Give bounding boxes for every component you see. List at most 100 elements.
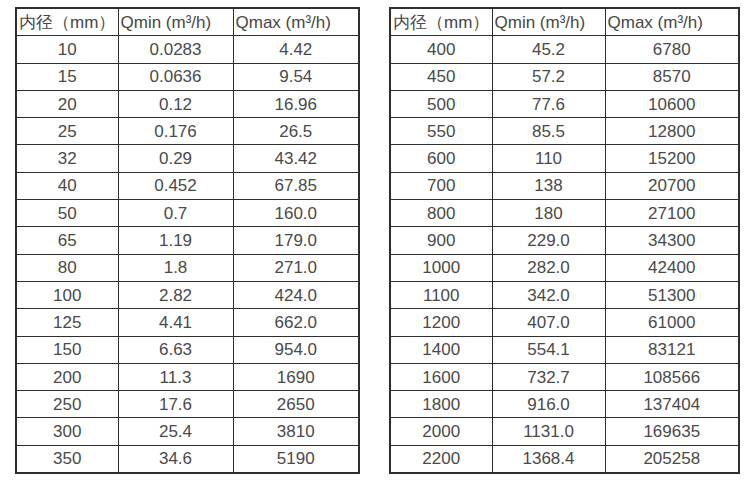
diameter-cell: 100 bbox=[16, 281, 118, 308]
diameter-cell: 150 bbox=[16, 336, 118, 363]
table-row: 30025.43810 bbox=[16, 418, 359, 445]
qmax-cell: 61000 bbox=[605, 309, 739, 336]
qmax-cell: 3810 bbox=[233, 418, 359, 445]
qmax-cell: 954.0 bbox=[233, 336, 359, 363]
qmax-cell: 10600 bbox=[605, 90, 739, 117]
qmin-cell: 0.176 bbox=[118, 118, 233, 145]
diameter-cell: 20 bbox=[16, 90, 118, 117]
page-background: { "colors": { "background": "#ffffff", "… bbox=[0, 0, 750, 483]
qmin-cell: 916.0 bbox=[492, 391, 605, 418]
diameter-cell: 600 bbox=[390, 145, 492, 172]
table-body: 40045.2678045057.2857050077.61060055085.… bbox=[390, 36, 739, 473]
flow-rate-table-small-diameters: 内径（mm）Qmin (m³/h)Qmax (m³/h)100.02834.42… bbox=[15, 7, 360, 474]
qmin-cell: 57.2 bbox=[492, 63, 605, 90]
table-row: 1002.82424.0 bbox=[16, 281, 359, 308]
qmin-cell: 1.19 bbox=[118, 227, 233, 254]
qmax-cell: 160.0 bbox=[233, 200, 359, 227]
qmin-cell: 229.0 bbox=[492, 227, 605, 254]
qmin-cell: 17.6 bbox=[118, 391, 233, 418]
diameter-cell: 350 bbox=[16, 445, 118, 473]
diameter-cell: 1400 bbox=[390, 336, 492, 363]
table-row: 1600732.7108566 bbox=[390, 363, 739, 390]
qmax-cell: 179.0 bbox=[233, 227, 359, 254]
column-header-qmin: Qmin (m³/h) bbox=[492, 8, 605, 36]
qmax-cell: 15200 bbox=[605, 145, 739, 172]
qmax-cell: 12800 bbox=[605, 118, 739, 145]
qmin-cell: 0.29 bbox=[118, 145, 233, 172]
table-row: 45057.28570 bbox=[390, 63, 739, 90]
qmax-cell: 5190 bbox=[233, 445, 359, 473]
table-row: 801.8271.0 bbox=[16, 254, 359, 281]
qmin-cell: 1368.4 bbox=[492, 445, 605, 473]
table-header: 内径（mm）Qmin (m³/h)Qmax (m³/h) bbox=[390, 8, 739, 36]
qmin-cell: 110 bbox=[492, 145, 605, 172]
qmax-cell: 42400 bbox=[605, 254, 739, 281]
column-header-diameter: 内径（mm） bbox=[390, 8, 492, 36]
diameter-cell: 200 bbox=[16, 363, 118, 390]
diameter-cell: 32 bbox=[16, 145, 118, 172]
diameter-cell: 25 bbox=[16, 118, 118, 145]
table-row: 100.02834.42 bbox=[16, 36, 359, 63]
table-row: 35034.65190 bbox=[16, 445, 359, 473]
qmin-cell: 11.3 bbox=[118, 363, 233, 390]
qmin-cell: 0.7 bbox=[118, 200, 233, 227]
table-row: 1100342.051300 bbox=[390, 281, 739, 308]
table-header: 内径（mm）Qmin (m³/h)Qmax (m³/h) bbox=[16, 8, 359, 36]
table-row: 651.19179.0 bbox=[16, 227, 359, 254]
qmax-cell: 205258 bbox=[605, 445, 739, 473]
diameter-cell: 50 bbox=[16, 200, 118, 227]
qmin-cell: 342.0 bbox=[492, 281, 605, 308]
table-row: 900229.034300 bbox=[390, 227, 739, 254]
qmax-cell: 6780 bbox=[605, 36, 739, 63]
qmax-cell: 169635 bbox=[605, 418, 739, 445]
diameter-cell: 10 bbox=[16, 36, 118, 63]
qmin-cell: 0.0283 bbox=[118, 36, 233, 63]
qmax-cell: 271.0 bbox=[233, 254, 359, 281]
table-row: 20011.31690 bbox=[16, 363, 359, 390]
table-row: 80018027100 bbox=[390, 200, 739, 227]
diameter-cell: 550 bbox=[390, 118, 492, 145]
diameter-cell: 450 bbox=[390, 63, 492, 90]
diameter-cell: 1100 bbox=[390, 281, 492, 308]
qmin-cell: 6.63 bbox=[118, 336, 233, 363]
table-row: 55085.512800 bbox=[390, 118, 739, 145]
qmin-cell: 25.4 bbox=[118, 418, 233, 445]
diameter-cell: 65 bbox=[16, 227, 118, 254]
qmax-cell: 424.0 bbox=[233, 281, 359, 308]
diameter-cell: 300 bbox=[16, 418, 118, 445]
qmin-cell: 0.12 bbox=[118, 90, 233, 117]
table-row: 1400554.183121 bbox=[390, 336, 739, 363]
qmin-cell: 138 bbox=[492, 172, 605, 199]
table-row: 1800916.0137404 bbox=[390, 391, 739, 418]
diameter-cell: 40 bbox=[16, 172, 118, 199]
header-row: 内径（mm）Qmin (m³/h)Qmax (m³/h) bbox=[390, 8, 739, 36]
table-row: 500.7160.0 bbox=[16, 200, 359, 227]
qmin-cell: 554.1 bbox=[492, 336, 605, 363]
table-row: 1200407.061000 bbox=[390, 309, 739, 336]
qmin-cell: 407.0 bbox=[492, 309, 605, 336]
qmax-cell: 137404 bbox=[605, 391, 739, 418]
qmax-cell: 20700 bbox=[605, 172, 739, 199]
column-header-qmin: Qmin (m³/h) bbox=[118, 8, 233, 36]
table-row: 40045.26780 bbox=[390, 36, 739, 63]
table-row: 400.45267.85 bbox=[16, 172, 359, 199]
diameter-cell: 400 bbox=[390, 36, 492, 63]
qmax-cell: 8570 bbox=[605, 63, 739, 90]
diameter-cell: 1600 bbox=[390, 363, 492, 390]
column-header-qmax: Qmax (m³/h) bbox=[233, 8, 359, 36]
table-row: 1254.41662.0 bbox=[16, 309, 359, 336]
qmin-cell: 0.0636 bbox=[118, 63, 233, 90]
diameter-cell: 1000 bbox=[390, 254, 492, 281]
table-row: 200.1216.96 bbox=[16, 90, 359, 117]
qmax-cell: 4.42 bbox=[233, 36, 359, 63]
column-header-qmax: Qmax (m³/h) bbox=[605, 8, 739, 36]
diameter-cell: 2000 bbox=[390, 418, 492, 445]
qmin-cell: 282.0 bbox=[492, 254, 605, 281]
qmin-cell: 77.6 bbox=[492, 90, 605, 117]
diameter-cell: 1200 bbox=[390, 309, 492, 336]
table-row: 1506.63954.0 bbox=[16, 336, 359, 363]
qmax-cell: 67.85 bbox=[233, 172, 359, 199]
qmax-cell: 2650 bbox=[233, 391, 359, 418]
table-body: 100.02834.42150.06369.54200.1216.96250.1… bbox=[16, 36, 359, 473]
diameter-cell: 2200 bbox=[390, 445, 492, 473]
